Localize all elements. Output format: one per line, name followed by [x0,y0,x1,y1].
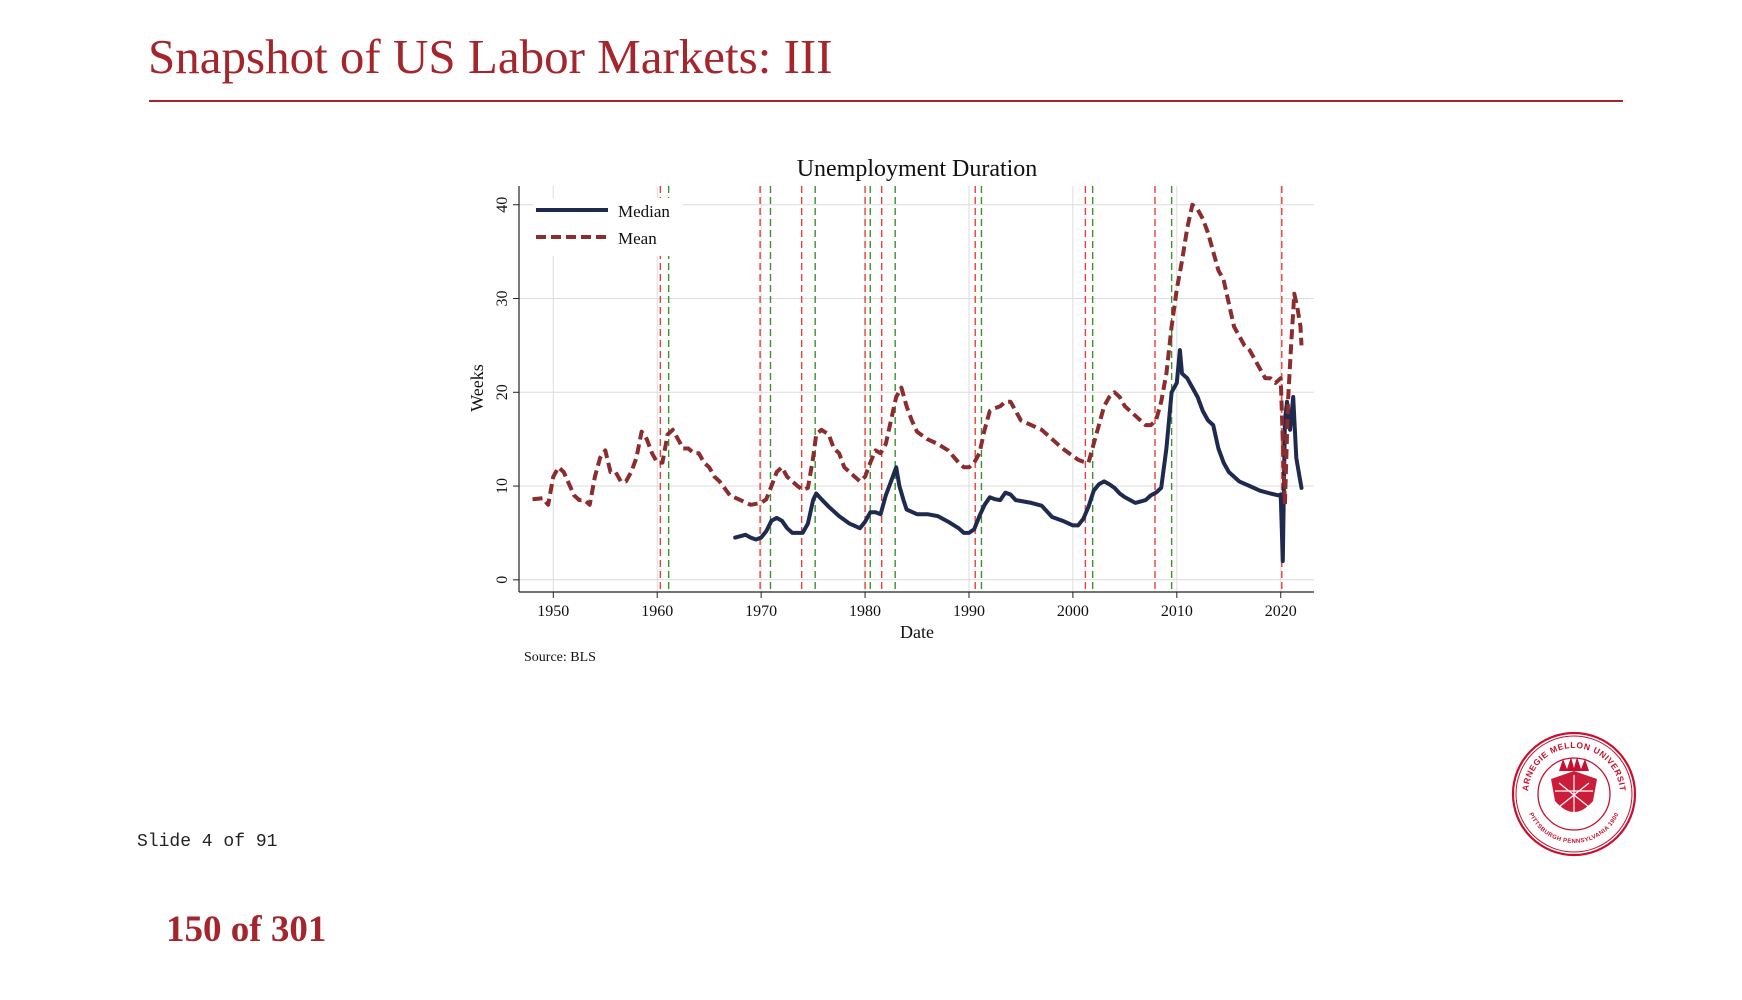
legend-label-mean: Mean [618,229,657,248]
legend-label-median: Median [618,202,670,221]
y-axis-label: Weeks [467,364,487,412]
x-axis-label: Date [900,622,934,642]
y-tick-label: 0 [494,576,511,584]
x-tick-label: 2020 [1265,603,1297,620]
carnegie-mellon-seal: CARNEGIE MELLON UNIVERSITY PITTSBURGH PE… [1511,731,1637,857]
legend: Median Mean [533,198,683,256]
slide-counter: Slide 4 of 91 [137,832,277,852]
x-tick-label: 1990 [953,603,985,620]
y-tick-label: 40 [494,197,511,213]
chart-title: Unemployment Duration [797,156,1038,182]
x-tick-label: 1960 [641,603,673,620]
y-tick-label: 30 [494,291,511,307]
x-tick-label: 1980 [849,603,881,620]
svg-text:PITTSBURGH PENNSYLVANIA 1900: PITTSBURGH PENNSYLVANIA 1900 [1527,812,1620,845]
x-tick-label: 2010 [1161,603,1193,620]
chart-source-note: Source: BLS [524,650,596,665]
y-tick-label: 10 [494,478,511,494]
page-counter: 150 of 301 [166,908,326,951]
series-layer [533,205,1302,561]
series-line-median [735,350,1301,561]
y-tick-label: 20 [494,384,511,400]
x-tick-label: 1950 [537,603,569,620]
x-tick-label: 1970 [745,603,777,620]
x-tick-label: 2000 [1057,603,1089,620]
